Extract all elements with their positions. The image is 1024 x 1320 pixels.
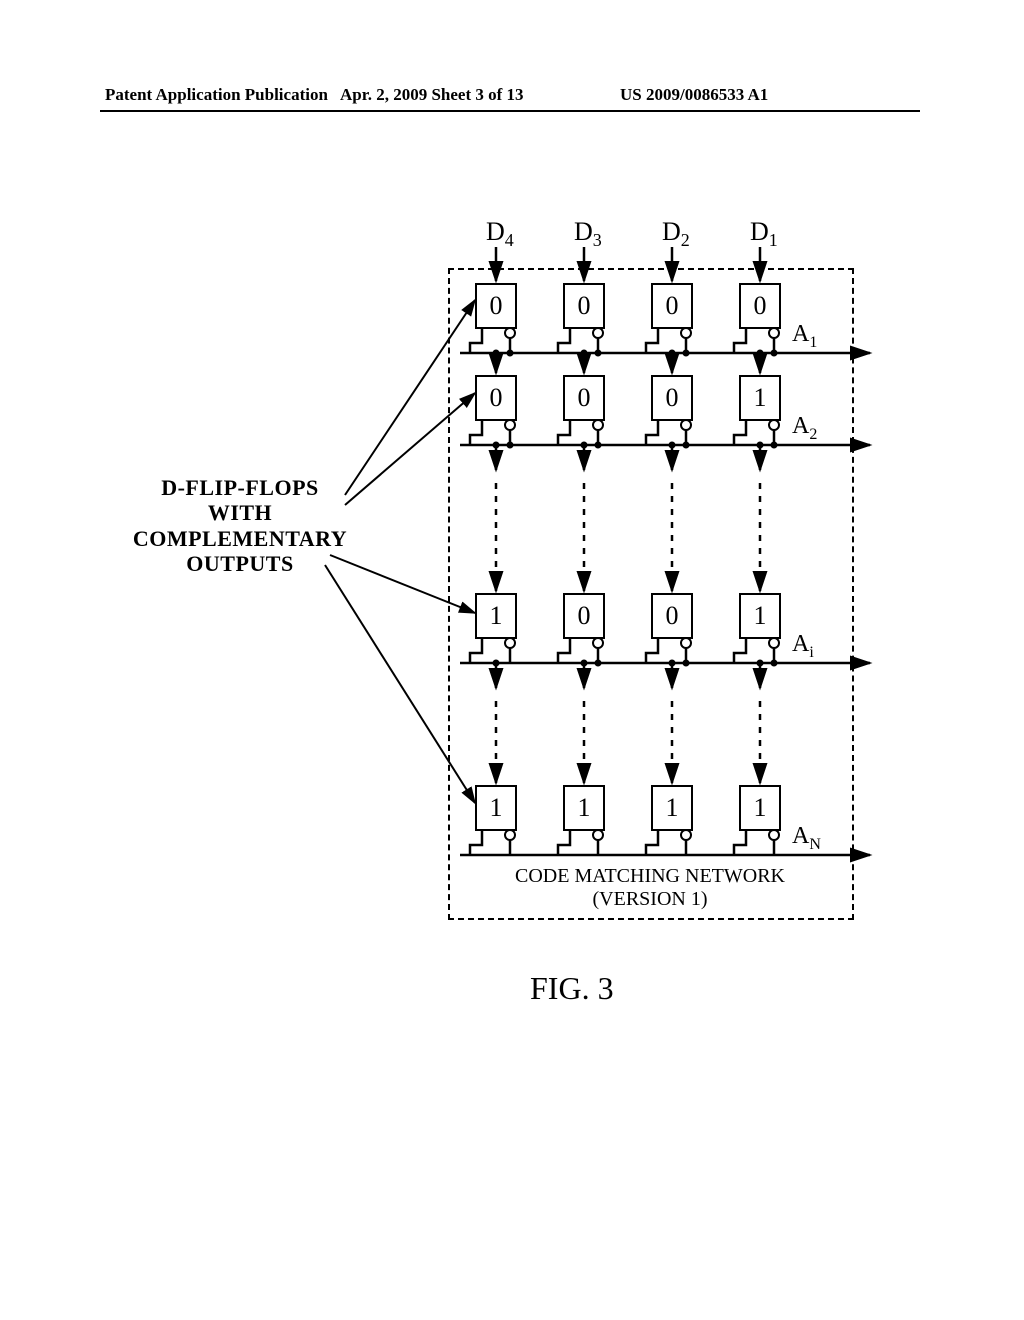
bottom-title-line-0: CODE MATCHING NETWORK xyxy=(515,865,785,887)
ff-ri-c3: 1 xyxy=(739,593,781,639)
ff-r1-c0: 0 xyxy=(475,375,517,421)
header-mid: Apr. 2, 2009 Sheet 3 of 13 xyxy=(340,85,524,105)
ff-r1-c1: 0 xyxy=(563,375,605,421)
out-an-sub: N xyxy=(809,836,821,853)
input-d2-letter: D xyxy=(662,217,681,246)
input-d4-letter: D xyxy=(486,217,505,246)
input-label-d1: D1 xyxy=(750,217,778,251)
side-label-line-1: COMPLEMENTARY xyxy=(133,526,347,551)
side-label-line-0: D-FLIP-FLOPS WITH xyxy=(161,475,319,525)
out-a2-sub: 2 xyxy=(809,426,817,443)
ff-r1-c3: 1 xyxy=(739,375,781,421)
out-a1-letter: A xyxy=(792,321,809,347)
input-d3-letter: D xyxy=(574,217,593,246)
ff-r0-c1: 0 xyxy=(563,283,605,329)
side-label: D-FLIP-FLOPS WITH COMPLEMENTARY OUTPUTS xyxy=(130,475,350,576)
out-a2-letter: A xyxy=(792,413,809,439)
ff-ri-c2: 0 xyxy=(651,593,693,639)
bottom-title-line-1: (VERSION 1) xyxy=(593,888,708,910)
output-label-a1: A1 xyxy=(792,321,817,352)
ff-rn-c3: 1 xyxy=(739,785,781,831)
figure-area: D-FLIP-FLOPS WITH COMPLEMENTARY OUTPUTS … xyxy=(130,225,850,965)
input-label-d4: D4 xyxy=(486,217,514,251)
output-label-ai: Ai xyxy=(792,631,814,662)
ff-r1-c2: 0 xyxy=(651,375,693,421)
ff-rn-c1: 1 xyxy=(563,785,605,831)
output-label-an: AN xyxy=(792,823,821,854)
side-label-line-2: OUTPUTS xyxy=(186,551,293,576)
ff-ri-c0: 1 xyxy=(475,593,517,639)
ff-r0-c2: 0 xyxy=(651,283,693,329)
bottom-title: CODE MATCHING NETWORK (VERSION 1) xyxy=(500,865,800,911)
input-d2-sub: 2 xyxy=(681,230,690,250)
ff-r0-c3: 0 xyxy=(739,283,781,329)
ff-r0-c0: 0 xyxy=(475,283,517,329)
ff-ri-c1: 0 xyxy=(563,593,605,639)
input-label-d3: D3 xyxy=(574,217,602,251)
out-ai-letter: A xyxy=(792,631,809,657)
header-rule xyxy=(100,110,920,112)
out-ai-sub: i xyxy=(809,644,813,661)
ff-rn-c0: 1 xyxy=(475,785,517,831)
out-a1-sub: 1 xyxy=(809,334,817,351)
header-right: US 2009/0086533 A1 xyxy=(620,85,768,105)
input-d1-letter: D xyxy=(750,217,769,246)
figure-caption: FIG. 3 xyxy=(530,970,614,1007)
header-left: Patent Application Publication xyxy=(105,85,328,105)
out-an-letter: A xyxy=(792,823,809,849)
input-d3-sub: 3 xyxy=(593,230,602,250)
input-label-d2: D2 xyxy=(662,217,690,251)
output-label-a2: A2 xyxy=(792,413,817,444)
input-d1-sub: 1 xyxy=(769,230,778,250)
ff-rn-c2: 1 xyxy=(651,785,693,831)
input-d4-sub: 4 xyxy=(505,230,514,250)
